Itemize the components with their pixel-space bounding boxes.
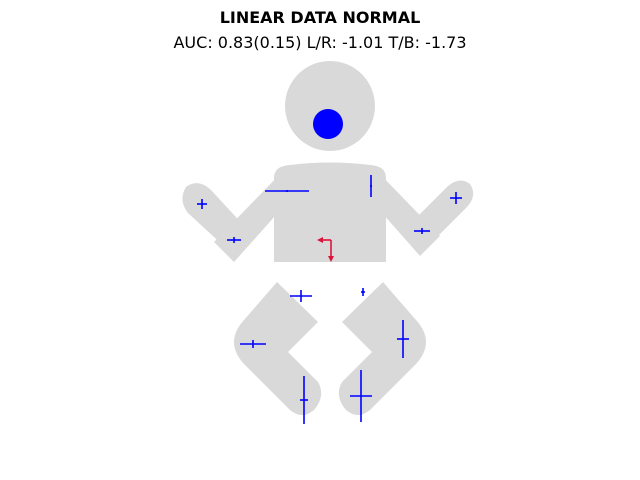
body-torso xyxy=(274,162,386,262)
body-left-leg xyxy=(234,282,322,415)
arrow-tb-head xyxy=(328,256,334,262)
body-left-forearm xyxy=(182,183,246,250)
marker-right-knee xyxy=(397,320,409,358)
body-right-leg xyxy=(338,282,426,415)
marker-left-thigh xyxy=(290,290,312,302)
marker-layer xyxy=(197,109,462,424)
marker-torso-upper-left xyxy=(265,190,309,192)
marker-left-knee xyxy=(240,340,266,348)
marker-right-foot xyxy=(350,370,372,422)
arrow-layer xyxy=(317,237,334,262)
body-head xyxy=(285,61,375,151)
marker-left-foot xyxy=(300,376,308,424)
marker-right-thigh xyxy=(361,288,365,296)
chart-subtitle: AUC: 0.83(0.15) L/R: -1.01 T/B: -1.73 xyxy=(173,33,467,52)
marker-torso-upper-right xyxy=(370,175,372,197)
marker-left-hand xyxy=(197,199,207,209)
chart-title: LINEAR DATA NORMAL xyxy=(219,8,421,27)
marker-right-hand xyxy=(450,192,462,204)
arrow-lr-head xyxy=(317,237,323,243)
marker-left-forearm xyxy=(227,237,241,243)
marker-right-forearm xyxy=(414,228,430,234)
head-marker xyxy=(313,109,343,139)
